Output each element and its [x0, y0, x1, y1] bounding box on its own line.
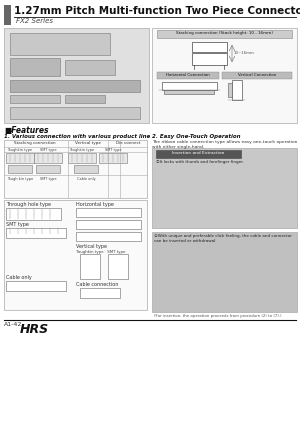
Bar — [80, 254, 100, 279]
Text: Horizontal type: Horizontal type — [76, 202, 114, 207]
Bar — [76, 232, 141, 241]
Text: Toughkin type: Toughkin type — [70, 148, 94, 152]
Text: 1.27mm Pitch Multi-function Two Piece Connector: 1.27mm Pitch Multi-function Two Piece Co… — [14, 6, 300, 16]
Bar — [76, 220, 141, 229]
Bar — [65, 60, 115, 75]
Text: HRS: HRS — [20, 323, 49, 336]
Text: Stacking connection (Stack height: 10 - 16mm): Stacking connection (Stack height: 10 - … — [176, 31, 272, 35]
Text: FX2 Series: FX2 Series — [16, 18, 53, 24]
Text: 10~16mm: 10~16mm — [234, 51, 255, 55]
Bar — [6, 281, 66, 291]
Bar — [4, 28, 149, 123]
Bar — [108, 254, 128, 279]
Bar — [157, 72, 219, 79]
Bar — [76, 208, 141, 217]
Text: SMT type: SMT type — [40, 177, 56, 181]
Bar — [4, 5, 11, 25]
Bar — [6, 208, 61, 220]
Text: Tough kin type: Tough kin type — [7, 177, 33, 181]
Text: Vertical type: Vertical type — [75, 141, 101, 145]
Text: ■Features: ■Features — [4, 126, 49, 135]
Bar — [74, 165, 98, 173]
Bar — [228, 83, 232, 97]
Text: Horizontal Connection: Horizontal Connection — [166, 73, 210, 77]
Text: Insertion and Extraction: Insertion and Extraction — [172, 151, 224, 155]
Text: 1. Various connection with various product line: 1. Various connection with various produ… — [4, 134, 150, 139]
Bar — [222, 72, 292, 79]
Bar — [99, 153, 127, 163]
Text: 2. Easy One-Touch Operation: 2. Easy One-Touch Operation — [152, 134, 241, 139]
Text: A1-42: A1-42 — [4, 322, 22, 327]
Bar — [192, 42, 227, 52]
Bar — [10, 95, 60, 103]
Text: The ribbon cable connection type allows easy one-touch operation
with either sin: The ribbon cable connection type allows … — [152, 140, 297, 149]
Bar — [152, 148, 297, 228]
Text: Die connect: Die connect — [116, 141, 140, 145]
Text: Stacking connection: Stacking connection — [14, 141, 56, 145]
Bar — [232, 80, 242, 100]
Text: Cable only: Cable only — [6, 275, 32, 280]
Text: Through hole type: Through hole type — [6, 202, 51, 207]
Bar — [8, 165, 32, 173]
Text: Toughkin type: Toughkin type — [8, 148, 32, 152]
Bar — [6, 153, 34, 163]
Text: Cable connection: Cable connection — [76, 282, 118, 287]
Bar — [157, 30, 292, 38]
Text: Vertical type: Vertical type — [76, 244, 107, 249]
Bar — [10, 58, 60, 76]
Bar — [10, 80, 140, 92]
Bar — [4, 200, 147, 310]
Text: Toughkin type   SMT type: Toughkin type SMT type — [76, 250, 125, 254]
Text: SMT type: SMT type — [6, 222, 29, 227]
Text: Vertical Connection: Vertical Connection — [238, 73, 276, 77]
Text: ①It locks with thumb and forefinger finger.: ①It locks with thumb and forefinger fing… — [156, 160, 244, 164]
Bar — [162, 82, 217, 90]
Bar — [10, 33, 110, 55]
Bar — [164, 90, 214, 94]
Bar — [68, 153, 96, 163]
Bar — [36, 165, 60, 173]
Bar — [80, 288, 120, 298]
Bar — [4, 140, 147, 198]
Bar — [152, 28, 297, 123]
Bar — [6, 228, 66, 238]
Text: Cable only: Cable only — [76, 177, 95, 181]
Bar — [34, 153, 62, 163]
Text: SMT type: SMT type — [105, 148, 121, 152]
Bar — [65, 95, 105, 103]
Bar — [10, 107, 140, 119]
Text: ②With unique and preferable click feeling, the cable and connector
can be insert: ②With unique and preferable click feelin… — [154, 234, 292, 243]
Bar — [156, 150, 241, 158]
Text: SMT type: SMT type — [40, 148, 56, 152]
Bar — [152, 232, 297, 312]
Bar — [192, 53, 227, 65]
Text: (For insertion, the operation proceeds from procedure (2) to (7).): (For insertion, the operation proceeds f… — [154, 314, 282, 318]
